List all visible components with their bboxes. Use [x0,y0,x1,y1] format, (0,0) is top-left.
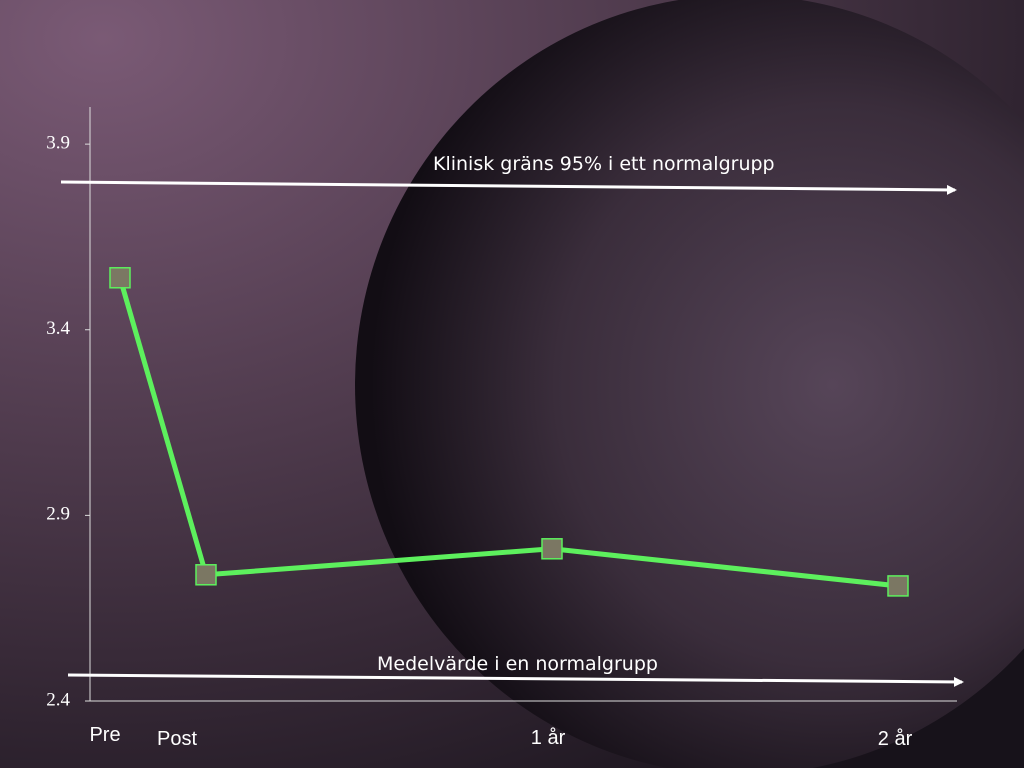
marker [109,267,131,289]
marker [887,575,909,597]
x-tick-label: Pre [89,724,120,746]
annotation: Klinisk gräns 95% i ett normalgrupp [433,153,775,175]
arrow [67,673,964,687]
x-tick-label: 1 år [531,727,566,749]
y-tick-label: 3.9 [46,132,70,153]
y-tick-label: 3.4 [46,318,70,339]
arrow [60,180,957,195]
y-tick-label: 2.4 [46,689,70,710]
x-tick-label: Post [157,728,197,750]
background-orb [355,0,1024,768]
y-tick-label: 2.9 [46,504,70,525]
series-line [117,277,899,589]
marker [195,564,217,586]
x-tick-label: 2 år [878,728,913,750]
marker [541,538,563,560]
annotation: Medelvärde i en normalgrupp [377,653,658,675]
